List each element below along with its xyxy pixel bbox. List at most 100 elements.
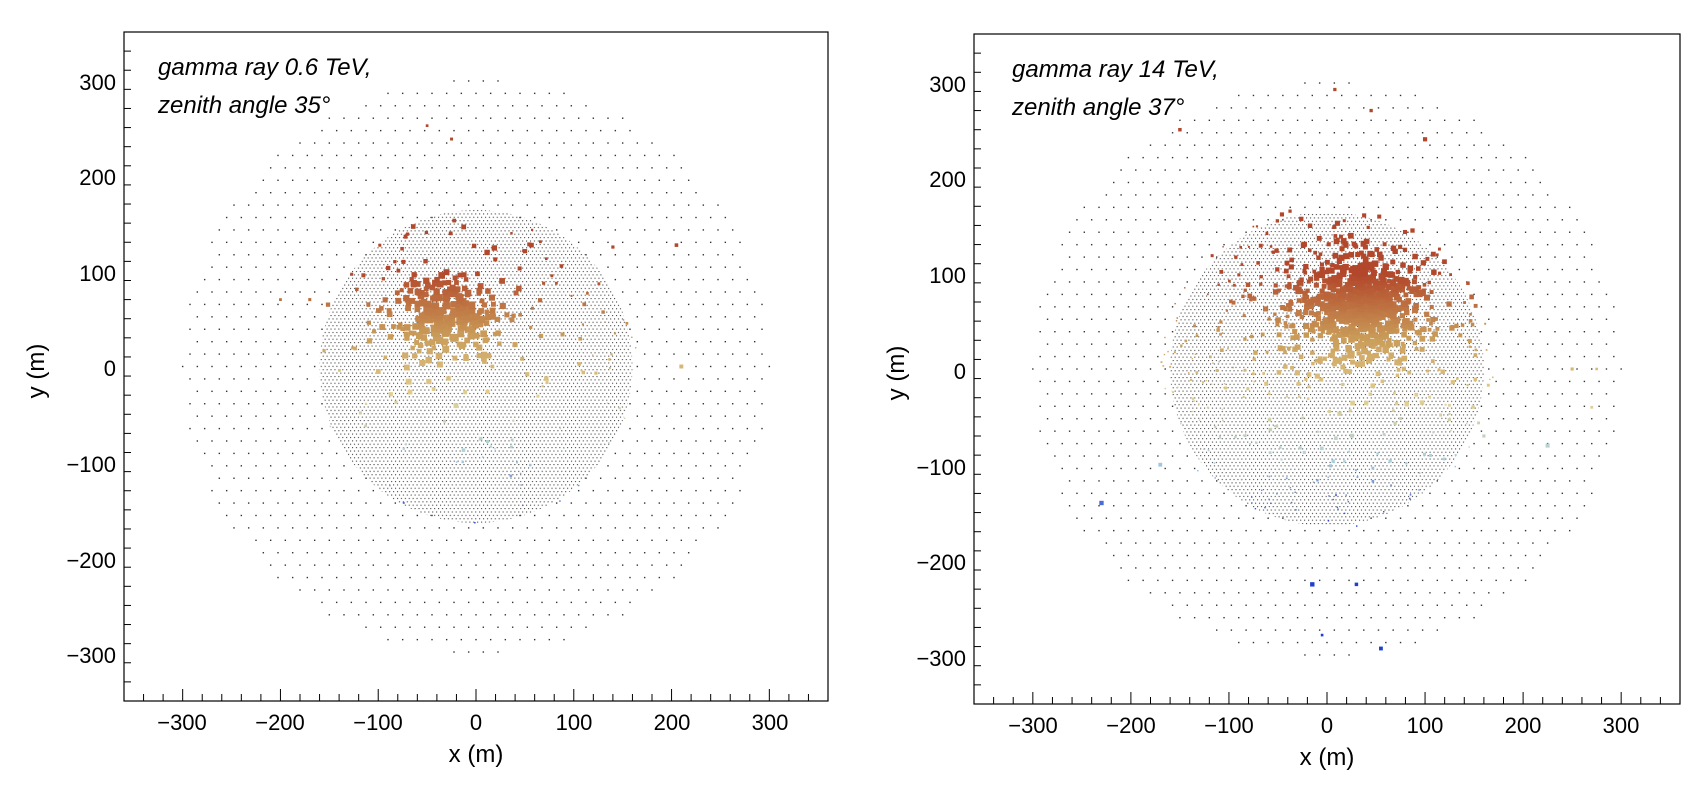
detector-station [240,390,243,393]
detector-station [1561,219,1564,221]
detector-station [1252,94,1255,97]
shower-hit [1447,418,1451,422]
shower-hit [1401,366,1407,371]
shower-hit [1398,305,1405,311]
detector-station [1392,107,1394,109]
detector-station [482,527,485,529]
detector-station [717,254,719,256]
detector-station [489,589,492,591]
detector-station [1613,306,1615,308]
shower-hit [419,359,426,366]
detector-station [225,365,228,368]
shower-hit [1400,262,1406,268]
detector-station [1135,293,1137,296]
shower-hit [1244,434,1247,438]
shower-hit [1429,290,1434,295]
detector-station [1429,592,1431,594]
detector-station [1502,567,1505,569]
detector-station [680,564,683,566]
detector-station [739,465,741,467]
detector-station [1054,330,1056,333]
shower-hit [1355,361,1361,368]
detector-station [431,142,433,144]
detector-station [709,266,712,268]
shower-hit [1417,289,1423,295]
detector-station [651,316,653,318]
detector-station [1318,107,1321,109]
shower-hit [1283,350,1287,355]
detector-station [269,489,272,492]
detector-station [1348,554,1350,557]
detector-station [262,452,265,455]
detector-station [673,154,675,157]
detector-station [1524,529,1527,532]
detector-station [607,167,609,169]
detector-station [665,390,668,393]
detector-station [1252,616,1255,619]
shower-hit [1180,344,1183,347]
shower-hit [1302,290,1308,296]
detector-station [1326,542,1328,544]
detector-station [1083,231,1086,233]
detector-station [291,552,294,554]
shower-hit [484,249,490,256]
detector-station [511,552,514,554]
shower-hit [1244,433,1247,435]
shower-hit [1218,361,1220,363]
detector-station [1260,206,1262,209]
left-y-tick-label: −100 [66,452,116,477]
detector-station [1385,641,1387,644]
shower-hit [1360,262,1368,269]
shower-hit [1191,358,1194,360]
shower-hit [1334,436,1338,440]
detector-station [203,427,206,430]
detector-station [702,229,705,231]
shower-hit [1341,272,1347,278]
shower-hit [1214,425,1217,428]
detector-station [1568,480,1571,482]
detector-station [1502,368,1505,370]
detector-station [1495,330,1497,333]
detector-station [1282,94,1284,97]
detector-station [739,489,741,492]
detector-station [277,353,279,355]
detector-station [1318,132,1321,134]
detector-station [1502,592,1505,594]
shower-hit [443,338,449,344]
detector-station [1333,654,1336,656]
shower-hit [1366,282,1372,289]
detector-station [665,465,668,467]
shower-hit [1362,293,1369,300]
detector-station [1598,281,1600,283]
detector-station [1282,616,1284,619]
detector-station [1561,442,1564,445]
shower-hit [1205,379,1208,382]
detector-station [1230,604,1233,606]
shower-hit [1431,269,1437,275]
shower-hit [405,378,412,385]
shower-hit [394,290,400,296]
detector-station [1215,231,1218,233]
detector-station [394,129,397,132]
detector-station [431,191,433,194]
detector-station [1105,219,1108,221]
shower-hit [1347,501,1350,503]
shower-hit [1254,508,1257,510]
detector-station [1407,604,1409,606]
shower-hit [1249,298,1253,302]
detector-station [313,167,316,169]
detector-station [1326,169,1328,171]
detector-station [504,589,507,591]
detector-station [665,340,668,343]
shower-hit [1332,357,1339,364]
detector-station [475,539,477,542]
detector-station [1238,194,1240,196]
detector-station [629,601,631,604]
detector-station [357,191,360,194]
shower-hit [1289,257,1294,263]
detector-station [731,378,734,380]
shower-hit [1354,582,1359,587]
detector-station [585,601,587,604]
shower-hit [490,301,496,307]
detector-station [1517,393,1519,395]
